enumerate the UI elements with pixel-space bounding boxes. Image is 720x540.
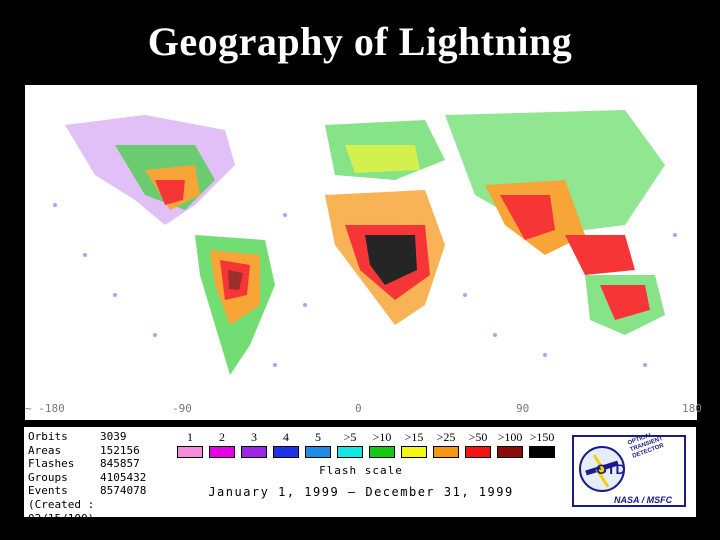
scale-label: 5 <box>315 430 321 444</box>
world-map-graphic <box>53 110 677 375</box>
scale-swatch-7 <box>401 446 427 458</box>
scale-swatch-9 <box>465 446 491 458</box>
flash-scale-legend: 1 2 3 4 5 >5 >10 >15 >25 >50 >100 >150 F… <box>160 427 562 517</box>
scale-label: 1 <box>187 430 193 444</box>
stat-value: 152156 <box>100 443 140 457</box>
longitude-label-w90: -90 <box>172 402 192 415</box>
scale-swatch-2 <box>241 446 267 458</box>
scale-label: >50 <box>468 430 488 444</box>
created-date: (Created : 02/15/100) <box>28 497 95 525</box>
stat-label: Events <box>28 484 68 498</box>
flash-scale-title: Flash scale <box>319 464 403 477</box>
lightning-map <box>25 85 697 420</box>
longitude-label-e90: 90 <box>516 402 530 415</box>
scale-swatch-1 <box>209 446 235 458</box>
scale-label: >15 <box>404 430 424 444</box>
otd-logo-icon: OTD <box>579 446 626 492</box>
stat-row-orbits: Orbits 3039 <box>28 430 160 444</box>
longitude-edge-label-right: 180 <box>682 402 702 415</box>
scale-swatch-5 <box>337 446 363 458</box>
stat-row-areas: Areas 152156 <box>28 444 160 458</box>
longitude-edge-label-left: ~ -180 <box>25 402 65 415</box>
scale-swatches <box>174 446 558 458</box>
page-title: Geography of Lightning <box>147 19 573 64</box>
stat-value: 4105432 <box>100 470 147 484</box>
date-range: January 1, 1999 – December 31, 1999 <box>208 485 514 499</box>
stat-value: 845857 <box>100 457 140 471</box>
stat-label: Groups <box>28 470 68 484</box>
scale-swatch-10 <box>497 446 523 458</box>
stat-row-groups: Groups 4105432 <box>28 471 160 485</box>
stat-row-events: Events 8574078 <box>28 484 160 498</box>
otd-logo-panel: OTD OPTICAL TRANSIENT DETECTOR NASA / MS… <box>562 427 696 517</box>
stat-value: 3039 <box>100 430 127 443</box>
otd-acronym: OTD <box>596 461 626 477</box>
scale-label: >150 <box>529 430 555 444</box>
scale-swatch-4 <box>305 446 331 458</box>
longitude-label-0: 0 <box>355 402 362 415</box>
scale-label: >5 <box>343 430 357 444</box>
scale-swatch-3 <box>273 446 299 458</box>
scale-swatch-0 <box>177 446 203 458</box>
stat-row-flashes: Flashes 845857 <box>28 457 160 471</box>
scale-labels: 1 2 3 4 5 >5 >10 >15 >25 >50 >100 >150 <box>174 430 558 445</box>
stat-label: Orbits <box>28 430 68 443</box>
stat-value: 8574078 <box>100 484 147 498</box>
scale-label: >25 <box>436 430 456 444</box>
scale-label: >10 <box>372 430 392 444</box>
scale-label: >100 <box>497 430 523 444</box>
stats-panel: Orbits 3039 Areas 152156 Flashes 845857 … <box>24 427 160 525</box>
stat-label: Areas <box>28 443 62 457</box>
scale-swatch-8 <box>433 446 459 458</box>
scale-label: 4 <box>283 430 289 444</box>
otd-logo: OTD OPTICAL TRANSIENT DETECTOR NASA / MS… <box>572 432 686 507</box>
stat-label: Flashes <box>28 457 75 471</box>
nasa-credit: NASA / MSFC <box>614 495 673 505</box>
scale-label: 2 <box>219 430 225 444</box>
scale-swatch-11 <box>529 446 555 458</box>
scale-swatch-6 <box>369 446 395 458</box>
scale-label: 3 <box>251 430 257 444</box>
